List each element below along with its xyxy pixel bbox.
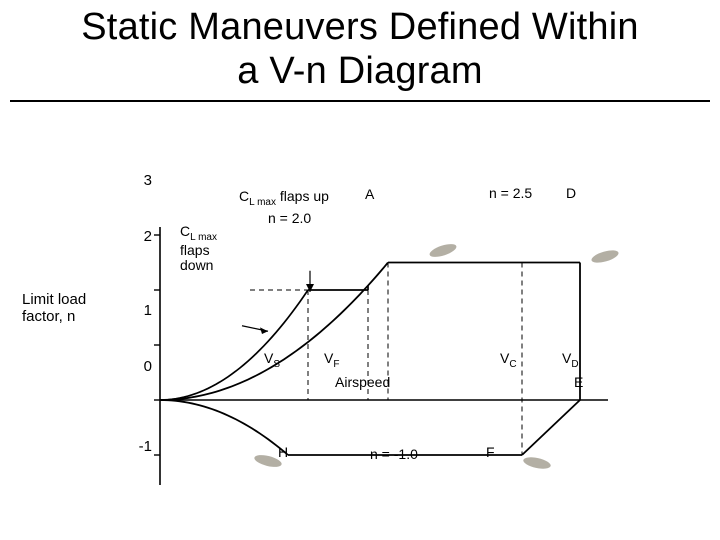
label-point-A: A <box>365 186 374 202</box>
title-line-1: Static Maneuvers Defined Within <box>0 6 720 50</box>
label-point-D: D <box>566 185 576 201</box>
label-point-H: H <box>278 444 288 460</box>
label-clmax-flaps-up: CL max flaps up <box>239 188 329 208</box>
y-axis-label: Limit load factor, n <box>22 292 86 325</box>
label-n2: n = 2.0 <box>268 210 311 226</box>
label-point-E: E <box>574 374 583 390</box>
label-clmax-flaps-down: CL max flaps down <box>180 224 217 273</box>
title-underline <box>10 100 710 102</box>
label-VF: VF <box>324 350 339 370</box>
label-VD: VD <box>562 350 579 370</box>
label-n-neg: n = -1.0 <box>370 446 418 462</box>
label-point-F: F <box>486 444 495 460</box>
title-line-2: a V-n Diagram <box>0 50 720 94</box>
label-VC: VC <box>500 350 517 370</box>
vn-diagram <box>100 160 630 490</box>
label-n-pos: n = 2.5 <box>489 185 532 201</box>
label-VS: VS <box>264 350 280 370</box>
x-axis-label: Airspeed <box>335 374 390 390</box>
